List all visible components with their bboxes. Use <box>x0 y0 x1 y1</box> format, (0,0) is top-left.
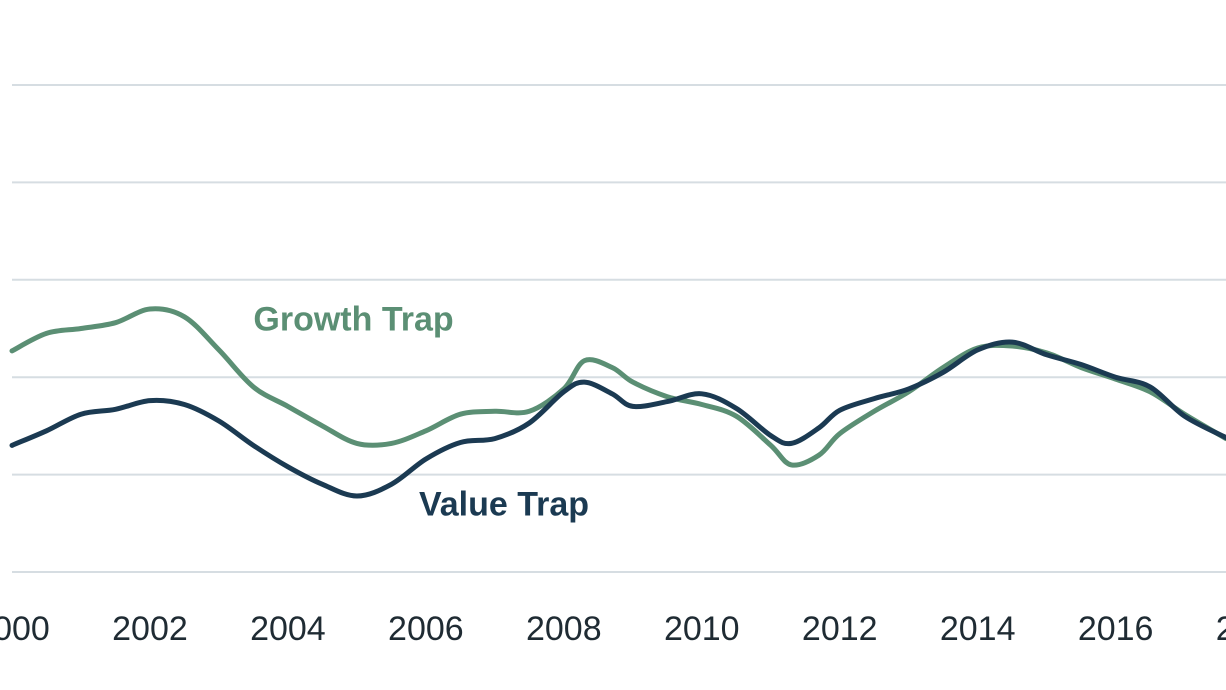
x-tick-label: 2008 <box>526 610 602 648</box>
x-tick-label: 2000 <box>0 610 50 648</box>
series-label-value-trap: Value Trap <box>419 486 589 524</box>
x-tick-label: 2002 <box>112 610 188 648</box>
x-tick-label: 2014 <box>940 610 1016 648</box>
series-labels: Growth Trap Value Trap <box>253 300 589 523</box>
series-label-growth-trap: Growth Trap <box>253 300 453 338</box>
x-axis-ticks: 2000 2002 2004 2006 2008 2010 2012 2014 2016 2018 <box>0 610 1226 648</box>
gridlines <box>12 84 1226 573</box>
x-tick-label: 2018 <box>1216 610 1226 648</box>
series-line-value-trap <box>9 339 1226 499</box>
x-tick-label: 2004 <box>250 610 326 648</box>
x-tick-label: 2016 <box>1078 610 1154 648</box>
x-tick-label: 2012 <box>802 610 878 648</box>
series-line-growth-trap <box>9 306 1226 468</box>
x-tick-label: 2010 <box>664 610 740 648</box>
x-tick-label: 2006 <box>388 610 464 648</box>
series-group <box>9 306 1226 499</box>
